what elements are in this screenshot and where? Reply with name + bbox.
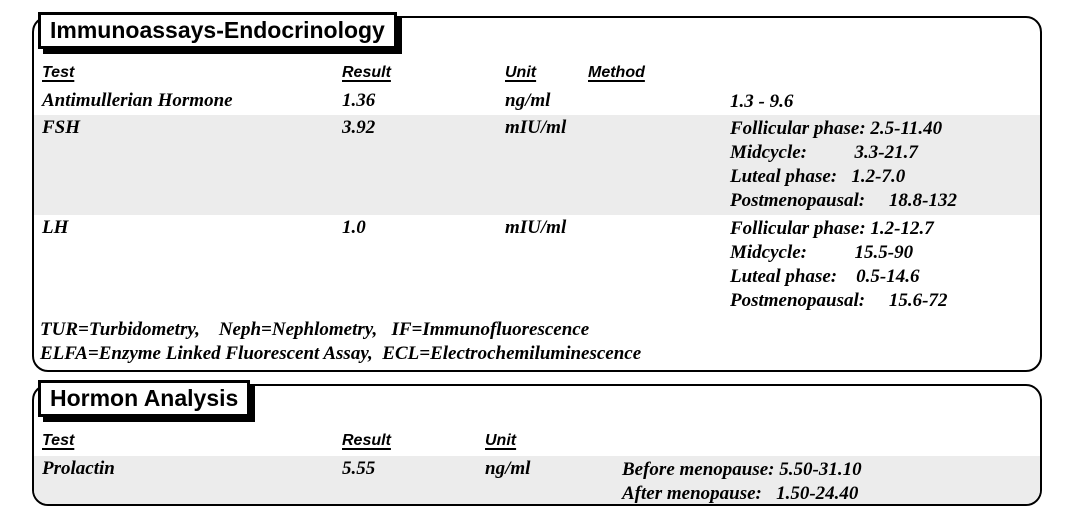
column-header-row: Test Result Unit <box>34 432 1040 456</box>
immunoassays-endocrinology-panel: Test Result Unit Method Antimullerian Ho… <box>32 16 1042 372</box>
reference-range-line: Midcycle: 15.5-90 <box>730 242 914 263</box>
hormon-analysis-panel: Test Result Unit Prolactin 5.55 ng/ml Be… <box>32 384 1042 506</box>
unit-cell: mIU/ml <box>505 117 567 138</box>
test-name-cell: FSH <box>42 117 81 138</box>
reference-range: Follicular phase: 2.5-11.40 Midcycle: 3.… <box>730 115 1040 213</box>
result-cell: 5.55 <box>342 458 376 479</box>
method-abbreviation-footnotes: TUR=Turbidometry, Neph=Nephlometry, IF=I… <box>34 314 1040 366</box>
footnote-line: ELFA=Enzyme Linked Fluorescent Assay, EC… <box>40 343 642 364</box>
column-header-row: Test Result Unit Method <box>34 64 1040 88</box>
test-name-cell: Prolactin <box>42 458 115 479</box>
column-header-unit: Unit <box>485 432 517 449</box>
unit-cell: mIU/ml <box>505 217 567 238</box>
column-header-result: Result <box>342 432 391 449</box>
reference-range-line: Postmenopausal: 18.8-132 <box>730 190 957 211</box>
reference-range-line: 1.3 - 9.6 <box>730 91 794 112</box>
table-row-antimullerian-hormone: Antimullerian Hormone 1.36 ng/ml 1.3 - 9… <box>34 88 1040 115</box>
column-header-method: Method <box>588 64 645 81</box>
reference-range-line: Luteal phase: 1.2-7.0 <box>730 166 906 187</box>
panel-title-immunoassays-endocrinology: Immunoassays-Endocrinology <box>38 12 397 49</box>
reference-range-line: Follicular phase: 1.2-12.7 <box>730 218 934 239</box>
column-header-unit: Unit <box>505 64 537 81</box>
table-row-fsh: FSH 3.92 mIU/ml Follicular phase: 2.5-11… <box>34 115 1040 215</box>
reference-range-line: After menopause: 1.50-24.40 <box>622 483 859 504</box>
result-cell: 3.92 <box>342 117 376 138</box>
reference-range: 1.3 - 9.6 <box>730 88 1040 114</box>
reference-range: Before menopause: 5.50-31.10 After menop… <box>622 456 1040 504</box>
result-cell: 1.36 <box>342 90 376 111</box>
reference-range-line: Postmenopausal: 15.6-72 <box>730 290 948 311</box>
unit-cell: ng/ml <box>485 458 531 479</box>
column-header-test: Test <box>42 64 75 81</box>
test-name-cell: LH <box>42 217 69 238</box>
result-cell: 1.0 <box>342 217 366 238</box>
test-name-cell: Antimullerian Hormone <box>42 90 233 111</box>
column-header-test: Test <box>42 432 75 449</box>
table-row-lh: LH 1.0 mIU/ml Follicular phase: 1.2-12.7… <box>34 215 1040 314</box>
reference-range-line: Before menopause: 5.50-31.10 <box>622 459 862 480</box>
reference-range-line: Luteal phase: 0.5-14.6 <box>730 266 920 287</box>
panel-title-hormon-analysis: Hormon Analysis <box>38 380 251 417</box>
table-row-prolactin: Prolactin 5.55 ng/ml Before menopause: 5… <box>34 456 1040 504</box>
footnote-line: TUR=Turbidometry, Neph=Nephlometry, IF=I… <box>40 319 590 340</box>
unit-cell: ng/ml <box>505 90 551 111</box>
column-header-result: Result <box>342 64 391 81</box>
reference-range-line: Midcycle: 3.3-21.7 <box>730 142 918 163</box>
reference-range-line: Follicular phase: 2.5-11.40 <box>730 118 943 139</box>
reference-range: Follicular phase: 1.2-12.7 Midcycle: 15.… <box>730 215 1040 313</box>
